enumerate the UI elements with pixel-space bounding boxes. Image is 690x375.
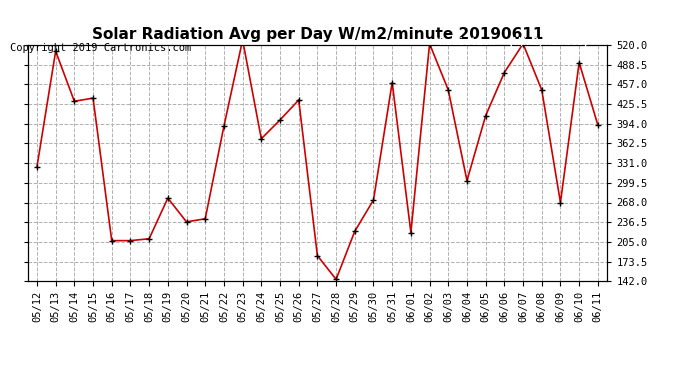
Text: Copyright 2019 Cartronics.com: Copyright 2019 Cartronics.com: [10, 43, 192, 52]
Text: Radiation  (W/m2/Minute): Radiation (W/m2/Minute): [439, 37, 589, 47]
Title: Solar Radiation Avg per Day W/m2/minute 20190611: Solar Radiation Avg per Day W/m2/minute …: [92, 27, 543, 42]
